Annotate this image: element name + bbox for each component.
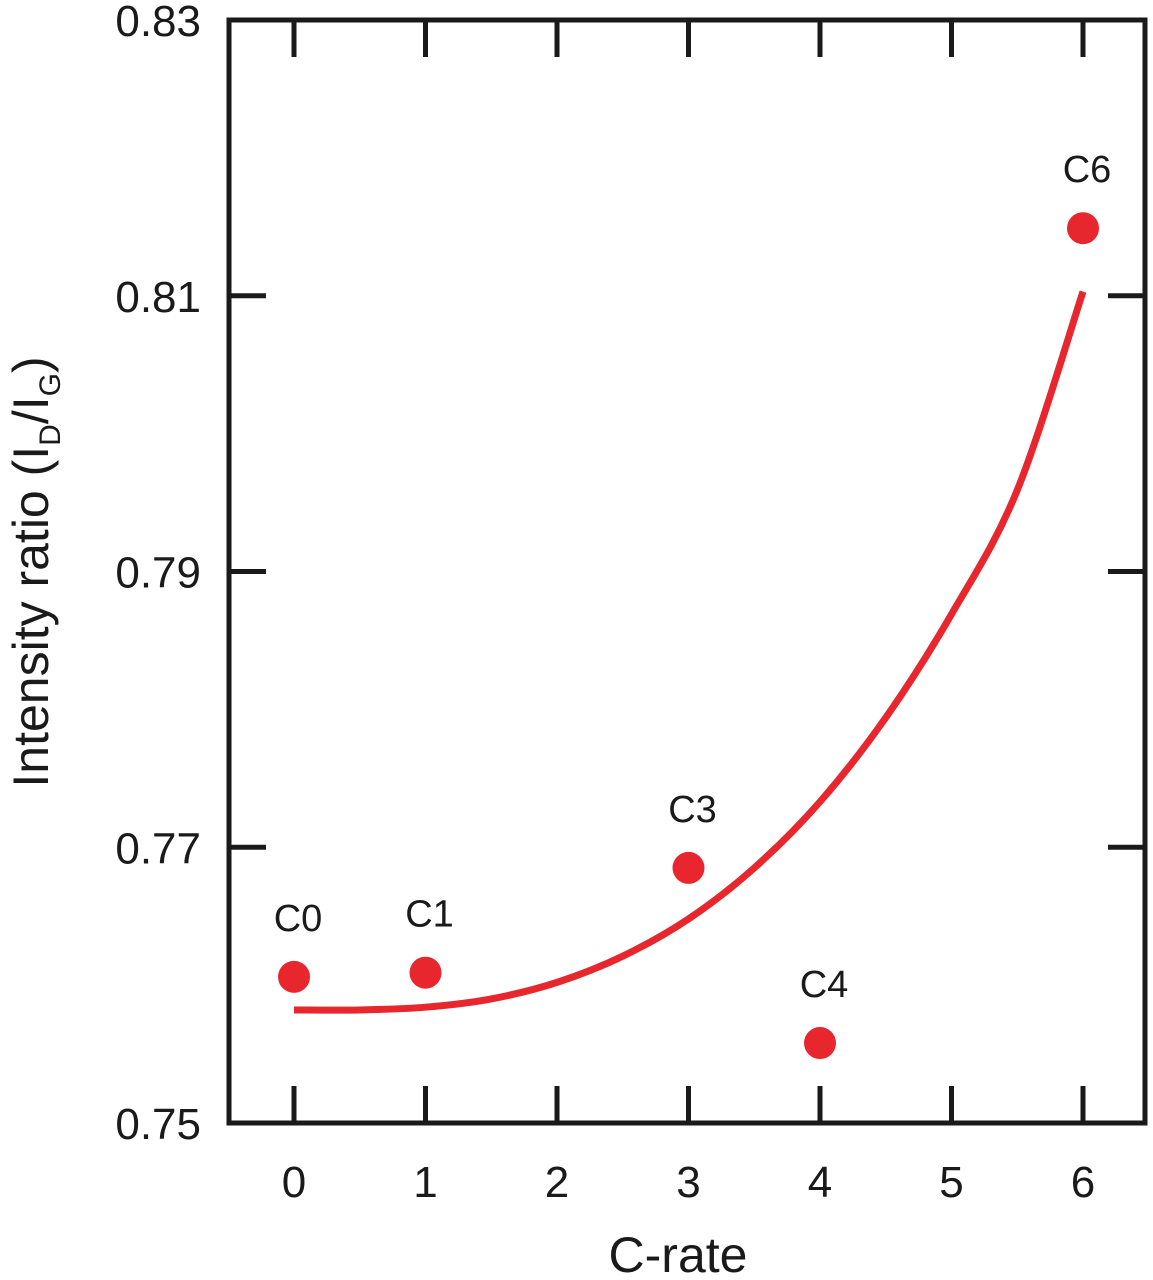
data-point-c1 <box>409 956 442 989</box>
x-tick-label: 6 <box>1071 1158 1095 1207</box>
data-point-c4 <box>804 1027 836 1060</box>
data-point-c0 <box>278 960 310 993</box>
x-axis-title: C-rate <box>609 1227 748 1280</box>
y-tick-labels: 0.75 0.77 0.79 0.81 0.83 <box>115 0 201 1149</box>
axis-ticks <box>229 17 1145 1126</box>
x-tick-label: 5 <box>939 1158 963 1207</box>
x-tick-label: 2 <box>545 1158 569 1207</box>
point-label-c4: C4 <box>800 964 849 1006</box>
point-label-c0: C0 <box>274 898 323 940</box>
x-tick-labels: 0 1 2 3 4 5 6 <box>282 1158 1095 1207</box>
data-points: C0 C1 C3 C4 C6 <box>274 149 1112 1060</box>
y-tick-label: 0.77 <box>115 824 201 873</box>
x-tick-label: 1 <box>413 1158 437 1207</box>
fit-curve <box>293 290 1087 1014</box>
plot-frame <box>226 17 1148 1126</box>
y-tick-label: 0.75 <box>115 1100 201 1149</box>
y-tick-label: 0.81 <box>115 273 201 322</box>
point-label-c1: C1 <box>405 894 454 936</box>
data-point-c3 <box>672 851 705 884</box>
data-point-c6 <box>1067 212 1099 245</box>
y-tick-label: 0.79 <box>115 549 201 598</box>
point-label-c3: C3 <box>668 789 717 831</box>
point-label-c6: C6 <box>1063 149 1112 191</box>
x-tick-label: 3 <box>676 1158 700 1207</box>
x-tick-label: 0 <box>282 1158 306 1207</box>
y-axis-title: Intensity ratio (ID/IG) <box>3 356 67 787</box>
x-tick-label: 4 <box>808 1158 832 1207</box>
y-tick-label: 0.83 <box>115 0 201 46</box>
